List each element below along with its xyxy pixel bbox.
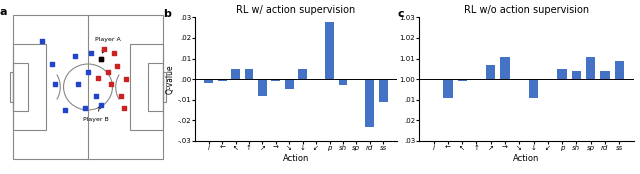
- Bar: [557, 69, 567, 79]
- Bar: [529, 79, 538, 98]
- Point: [60, 109, 70, 111]
- Text: Player A: Player A: [95, 37, 120, 53]
- Title: RL w/o action supervision: RL w/o action supervision: [464, 5, 589, 15]
- Point: [47, 63, 57, 65]
- Bar: [271, 79, 280, 81]
- Bar: [285, 79, 294, 89]
- Bar: [204, 79, 213, 83]
- X-axis label: Action: Action: [513, 154, 540, 163]
- Point: [112, 64, 122, 67]
- Bar: [13, 62, 28, 112]
- Bar: [13, 44, 45, 130]
- Bar: [163, 72, 166, 102]
- Bar: [586, 57, 595, 79]
- Point: [93, 76, 103, 79]
- Bar: [218, 79, 227, 81]
- Bar: [10, 72, 13, 102]
- Point: [119, 107, 129, 110]
- Title: RL w/ action supervision: RL w/ action supervision: [236, 5, 356, 15]
- Point: [86, 52, 97, 55]
- Bar: [298, 69, 307, 79]
- Point: [96, 58, 106, 61]
- Point: [73, 82, 83, 85]
- Point: [96, 58, 106, 61]
- Point: [99, 47, 109, 50]
- Point: [51, 82, 60, 85]
- Point: [109, 52, 119, 55]
- Bar: [379, 79, 388, 102]
- Bar: [131, 44, 163, 130]
- Point: [116, 95, 126, 98]
- Bar: [325, 22, 334, 79]
- Y-axis label: Q-value: Q-value: [166, 64, 175, 94]
- Point: [96, 104, 106, 107]
- Bar: [365, 79, 374, 126]
- Text: Player B: Player B: [83, 106, 109, 122]
- Bar: [148, 62, 163, 112]
- Point: [91, 95, 101, 98]
- Bar: [486, 65, 495, 79]
- Bar: [258, 79, 267, 96]
- Point: [120, 78, 131, 81]
- Bar: [339, 79, 348, 85]
- Point: [83, 70, 93, 73]
- Bar: [458, 79, 467, 81]
- Text: a: a: [0, 7, 8, 17]
- Point: [37, 40, 47, 42]
- Text: b: b: [163, 9, 171, 19]
- Bar: [600, 71, 609, 79]
- Bar: [444, 79, 452, 98]
- Point: [70, 55, 80, 58]
- Point: [102, 70, 113, 73]
- Bar: [572, 71, 581, 79]
- Bar: [500, 57, 509, 79]
- Bar: [231, 69, 240, 79]
- X-axis label: Action: Action: [283, 154, 309, 163]
- Text: c: c: [398, 9, 404, 19]
- Bar: [244, 69, 253, 79]
- Point: [79, 107, 90, 110]
- Point: [106, 82, 116, 85]
- Bar: [614, 61, 624, 79]
